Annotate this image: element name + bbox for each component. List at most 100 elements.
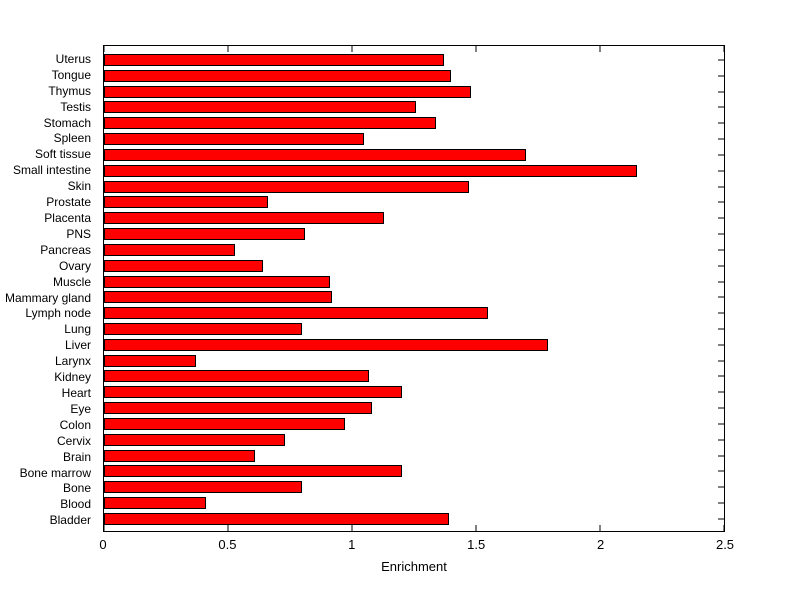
bar <box>104 386 402 399</box>
y-tick-mark <box>718 75 724 77</box>
y-axis-labels: Uterus Tongue Thymus Testis Stomach Spleen Sof… <box>0 45 97 532</box>
x-tick-mark <box>599 46 601 52</box>
bar <box>104 259 263 272</box>
bar-row <box>104 495 724 511</box>
bar-row <box>104 337 724 353</box>
x-tick-mark <box>723 525 725 531</box>
bar-row <box>104 115 724 131</box>
bar <box>104 354 196 367</box>
y-tick-mark <box>718 518 724 520</box>
x-tick-mark <box>599 525 601 531</box>
y-axis-label: Larynx <box>54 354 91 369</box>
y-tick-mark <box>718 360 724 362</box>
bar-row <box>104 194 724 210</box>
y-tick-mark <box>718 375 724 377</box>
bar-row <box>104 52 724 68</box>
bar-row <box>104 384 724 400</box>
bar <box>104 497 206 510</box>
y-axis-label: Placenta <box>44 211 91 226</box>
bar-row <box>104 353 724 369</box>
bar-row <box>104 479 724 495</box>
y-axis-label: Kidney <box>54 370 91 385</box>
x-tick-mark <box>723 46 725 52</box>
bar <box>104 481 303 494</box>
bar <box>104 307 489 320</box>
y-axis-label: Bone <box>62 481 91 496</box>
y-tick-mark <box>718 502 724 504</box>
y-tick-mark <box>718 312 724 314</box>
bar-row <box>104 131 724 147</box>
x-tick-mark <box>103 46 105 52</box>
bar-row <box>104 179 724 195</box>
y-tick-mark <box>718 455 724 457</box>
bar-row <box>104 432 724 448</box>
bar <box>104 465 402 478</box>
y-tick-mark <box>718 59 724 61</box>
bar-row <box>104 464 724 480</box>
bar-row <box>104 416 724 432</box>
y-axis-label: Lung <box>64 322 91 337</box>
y-axis-label: Uterus <box>55 51 91 66</box>
y-tick-mark <box>718 470 724 472</box>
x-tick-mark <box>351 525 353 531</box>
bar <box>104 228 305 241</box>
y-axis-label: Prostate <box>46 195 91 210</box>
y-tick-mark <box>718 296 724 298</box>
bar-row <box>104 511 724 527</box>
y-tick-mark <box>718 186 724 188</box>
y-tick-mark <box>718 423 724 425</box>
y-tick-mark <box>718 91 724 93</box>
y-axis-label: Brain <box>62 449 91 464</box>
y-axis-label: Soft tissue <box>34 147 91 162</box>
x-tick-mark <box>227 525 229 531</box>
bar <box>104 117 437 130</box>
y-tick-mark <box>718 439 724 441</box>
y-axis-label: Testis <box>60 99 91 114</box>
bar <box>104 85 472 98</box>
y-tick-mark <box>718 249 724 251</box>
bar <box>104 164 638 177</box>
y-axis-label: Bone marrow <box>19 465 91 480</box>
bar <box>104 180 469 193</box>
x-axis-title: Enrichment <box>381 559 447 574</box>
y-tick-mark <box>718 281 724 282</box>
plot-area <box>103 45 725 532</box>
y-axis-label: Mammary gland <box>4 290 91 305</box>
y-axis-label: Muscle <box>52 274 91 289</box>
bar-row <box>104 289 724 305</box>
bar <box>104 133 365 146</box>
x-tick-label: 2.5 <box>715 537 735 552</box>
y-tick-mark <box>718 217 724 219</box>
bar-row <box>104 369 724 385</box>
bar-row <box>104 99 724 115</box>
bar <box>104 433 286 446</box>
y-axis-label: Colon <box>59 417 91 432</box>
x-tick-label: 1 <box>348 537 356 552</box>
bar-row <box>104 321 724 337</box>
y-axis-label: Thymus <box>48 83 91 98</box>
x-tick-mark <box>351 46 353 52</box>
bar <box>104 449 256 462</box>
y-tick-mark <box>718 170 724 172</box>
bar <box>104 196 268 209</box>
y-axis-label: Bladder <box>49 513 91 528</box>
y-axis-label: Eye <box>70 401 91 416</box>
x-tick-mark <box>227 46 229 52</box>
y-axis-label: Blood <box>60 497 91 512</box>
y-axis-label: Tongue <box>51 67 91 82</box>
y-tick-mark <box>718 265 724 267</box>
bar-row <box>104 147 724 163</box>
bar-row <box>104 448 724 464</box>
y-tick-mark <box>718 407 724 409</box>
y-tick-mark <box>718 344 724 346</box>
bar <box>104 148 526 161</box>
y-tick-mark <box>718 233 724 235</box>
y-axis-label: Pancreas <box>40 242 91 257</box>
bar <box>104 338 548 351</box>
bar-series <box>104 46 724 531</box>
bar <box>104 212 385 225</box>
bar <box>104 69 452 82</box>
y-tick-mark <box>718 391 724 393</box>
y-tick-mark <box>718 486 724 488</box>
y-axis-label: Cervix <box>56 433 91 448</box>
